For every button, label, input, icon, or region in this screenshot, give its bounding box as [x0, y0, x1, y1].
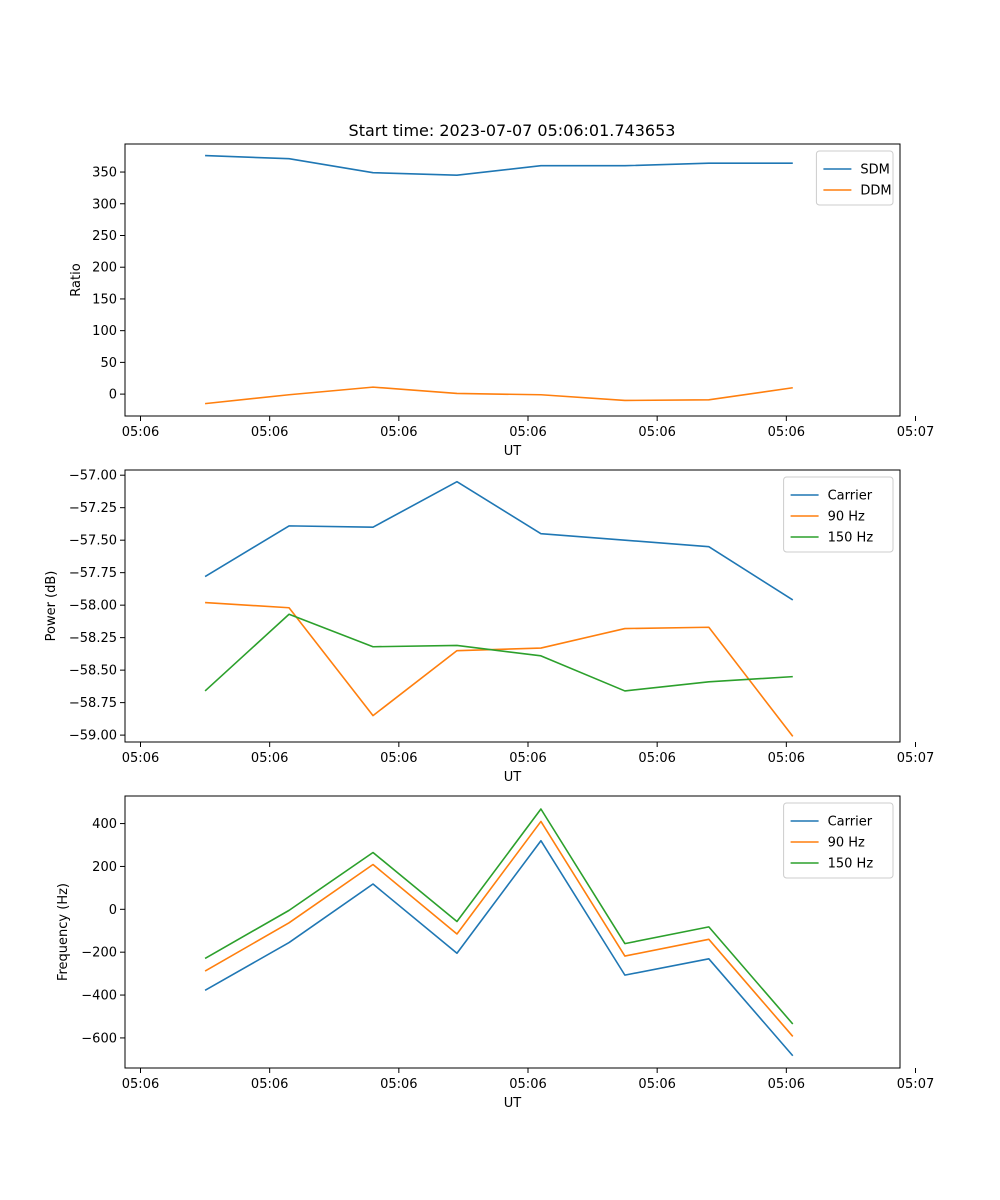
figure-title: Start time: 2023-07-07 05:06:01.743653 [349, 121, 676, 140]
series-line-ddm [204, 386, 793, 405]
x-tick-label: 05:06 [768, 751, 805, 766]
x-tick-label: 05:06 [122, 751, 159, 766]
axes-frame [124, 143, 901, 417]
y-tick-label: −57.75 [69, 566, 117, 581]
y-tick-label: −58.75 [69, 696, 117, 711]
x-tick-label: 05:07 [897, 1077, 934, 1092]
y-tick-label: 200 [92, 261, 117, 276]
x-tick-label: 05:06 [380, 751, 417, 766]
x-tick-label: 05:06 [638, 1077, 675, 1092]
legend: Carrier 90 Hz 150 Hz [783, 802, 894, 879]
x-tick-label: 05:06 [638, 751, 675, 766]
subplots: 05:06 05:06 05:06 05:06 05:06 05:06 05:07 0 50 10… [44, 143, 934, 1111]
y-axis-label: Ratio [69, 263, 84, 296]
y-tick-label: −58.25 [69, 631, 117, 646]
x-tick-label: 05:06 [380, 1077, 417, 1092]
series-line-carrier [204, 839, 794, 1057]
x-tick-label: 05:07 [897, 425, 934, 440]
y-tick-label: 250 [92, 229, 117, 244]
y-tick-label: −400 [81, 989, 117, 1004]
y-tick-label: −57.50 [69, 534, 117, 549]
x-tick-label: 05:06 [122, 425, 159, 440]
x-axis-label: UT [504, 1096, 522, 1111]
x-axis-label: UT [504, 770, 522, 785]
y-tick-label: 0 [109, 388, 117, 403]
subplot-2: 05:06 05:06 05:06 05:06 05:06 05:06 05:07 −59.0… [44, 469, 934, 785]
y-tick-label: 100 [92, 324, 117, 339]
legend-label: 150 Hz [828, 857, 874, 872]
legend-label: Carrier [828, 489, 873, 504]
y-tick-label: −58.50 [69, 664, 117, 679]
y-tick-label: −600 [81, 1031, 117, 1046]
legend: SDM DDM [815, 150, 894, 206]
y-tick-label: −200 [81, 946, 117, 961]
x-tick-label: 05:06 [768, 425, 805, 440]
y-tick-label: 400 [92, 817, 117, 832]
x-tick-label: 05:07 [897, 751, 934, 766]
axes-frame [124, 469, 901, 743]
legend-label: DDM [860, 184, 891, 199]
y-tick-label: −57.00 [69, 469, 117, 484]
x-tick-label: 05:06 [638, 425, 675, 440]
y-tick-label: 50 [100, 356, 117, 371]
y-tick-label: −59.00 [69, 729, 117, 744]
legend: Carrier 90 Hz 150 Hz [783, 476, 894, 553]
y-tick-label: 300 [92, 197, 117, 212]
x-tick-label: 05:06 [251, 425, 288, 440]
series-line-150-hz [204, 613, 793, 692]
legend-label: 90 Hz [828, 836, 865, 851]
x-tick-label: 05:06 [122, 1077, 159, 1092]
y-tick-label: −57.25 [69, 501, 117, 516]
series-line-150-hz [204, 808, 794, 1025]
subplot-1: 05:06 05:06 05:06 05:06 05:06 05:06 05:07 0 50 10… [69, 143, 934, 459]
x-tick-label: 05:06 [509, 425, 546, 440]
legend-box [815, 150, 894, 206]
legend-label: 90 Hz [828, 510, 865, 525]
series-line-sdm [205, 154, 793, 177]
x-tick-label: 05:06 [251, 751, 288, 766]
y-tick-label: −58.00 [69, 599, 117, 614]
x-tick-label: 05:06 [509, 751, 546, 766]
x-tick-label: 05:06 [380, 425, 417, 440]
x-tick-label: 05:06 [509, 1077, 546, 1092]
legend-label: SDM [860, 163, 889, 178]
series-line-carrier [204, 480, 794, 601]
x-axis-label: UT [504, 444, 522, 459]
x-tick-label: 05:06 [768, 1077, 805, 1092]
y-tick-label: 200 [92, 860, 117, 875]
series-line-90-hz [205, 601, 794, 737]
y-tick-label: 350 [92, 166, 117, 181]
axes-frame [124, 795, 901, 1069]
y-tick-label: 0 [109, 903, 117, 918]
y-axis-label: Power (dB) [44, 571, 59, 642]
y-tick-label: 150 [92, 292, 117, 307]
series-line-90-hz [204, 820, 794, 1037]
subplot-3: 05:06 05:06 05:06 05:06 05:06 05:06 05:07 −600 −… [56, 795, 934, 1111]
legend-label: 150 Hz [828, 531, 874, 546]
legend-label: Carrier [828, 815, 873, 830]
y-axis-label: Frequency (Hz) [56, 883, 71, 981]
x-tick-label: 05:06 [251, 1077, 288, 1092]
